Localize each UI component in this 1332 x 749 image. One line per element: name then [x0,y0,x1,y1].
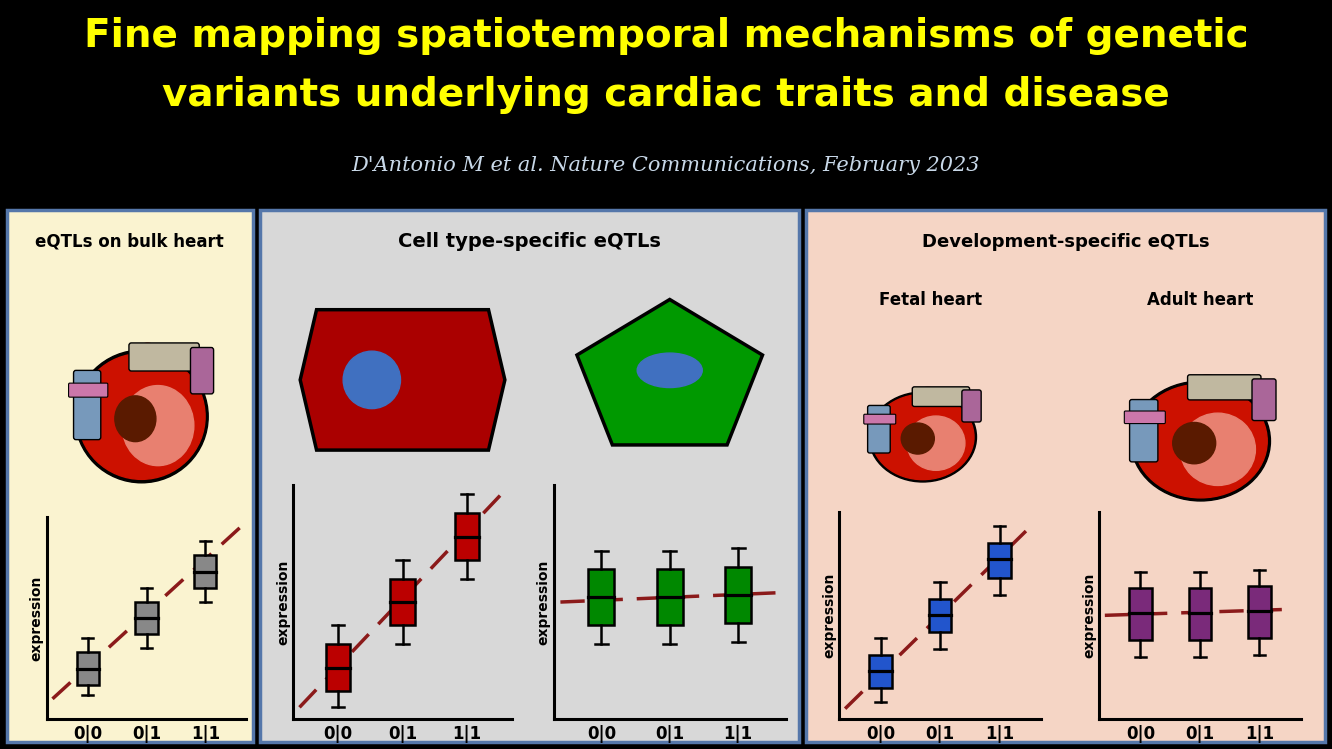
Y-axis label: expression: expression [537,560,551,645]
Text: variants underlying cardiac traits and disease: variants underlying cardiac traits and d… [163,76,1169,114]
Bar [589,569,614,625]
Bar [77,652,99,685]
Ellipse shape [75,350,208,483]
Ellipse shape [1134,384,1267,498]
FancyBboxPatch shape [962,390,982,422]
Text: Development-specific eQTLs: Development-specific eQTLs [922,233,1209,251]
Y-axis label: expression: expression [29,575,44,661]
Bar [1188,589,1211,640]
Y-axis label: expression: expression [276,560,290,645]
Bar [194,555,216,588]
FancyBboxPatch shape [1130,399,1158,462]
FancyBboxPatch shape [73,371,101,440]
Polygon shape [300,309,505,450]
Ellipse shape [907,416,964,470]
Ellipse shape [902,423,934,454]
Ellipse shape [868,392,976,482]
Bar [136,602,157,634]
FancyBboxPatch shape [1252,379,1276,421]
Polygon shape [577,300,762,445]
Bar [326,644,350,691]
Text: Fine mapping spatiotemporal mechanisms of genetic: Fine mapping spatiotemporal mechanisms o… [84,17,1248,55]
FancyBboxPatch shape [867,405,890,453]
Ellipse shape [123,386,194,466]
FancyBboxPatch shape [1124,411,1166,424]
Text: Fetal heart: Fetal heart [879,291,982,309]
Ellipse shape [115,396,156,442]
Bar [390,579,414,625]
Ellipse shape [1131,381,1271,501]
Ellipse shape [1180,413,1256,485]
FancyBboxPatch shape [68,383,108,397]
Text: Adult heart: Adult heart [1147,291,1253,309]
FancyBboxPatch shape [912,386,970,407]
Bar [870,655,892,688]
Bar [657,569,683,625]
Ellipse shape [1172,422,1216,464]
FancyBboxPatch shape [129,343,200,371]
Bar [928,598,951,632]
Ellipse shape [79,354,205,479]
Bar [454,513,480,560]
Ellipse shape [918,387,938,403]
Bar [725,567,751,623]
Bar [1130,589,1152,640]
Y-axis label: expression: expression [1082,573,1096,658]
Text: eQTLs on bulk heart: eQTLs on bulk heart [36,233,224,251]
Y-axis label: expression: expression [822,573,836,658]
Bar [988,543,1011,578]
Ellipse shape [871,394,974,479]
FancyBboxPatch shape [190,348,213,394]
Ellipse shape [637,353,702,387]
FancyBboxPatch shape [1188,374,1261,400]
Ellipse shape [136,343,160,366]
Text: D'Antonio M et al. Nature Communications, February 2023: D'Antonio M et al. Nature Communications… [352,157,980,175]
Text: Cell type-specific eQTLs: Cell type-specific eQTLs [398,232,661,251]
Ellipse shape [344,351,401,409]
FancyBboxPatch shape [863,414,895,424]
Bar [1248,586,1271,638]
Ellipse shape [1195,375,1220,395]
